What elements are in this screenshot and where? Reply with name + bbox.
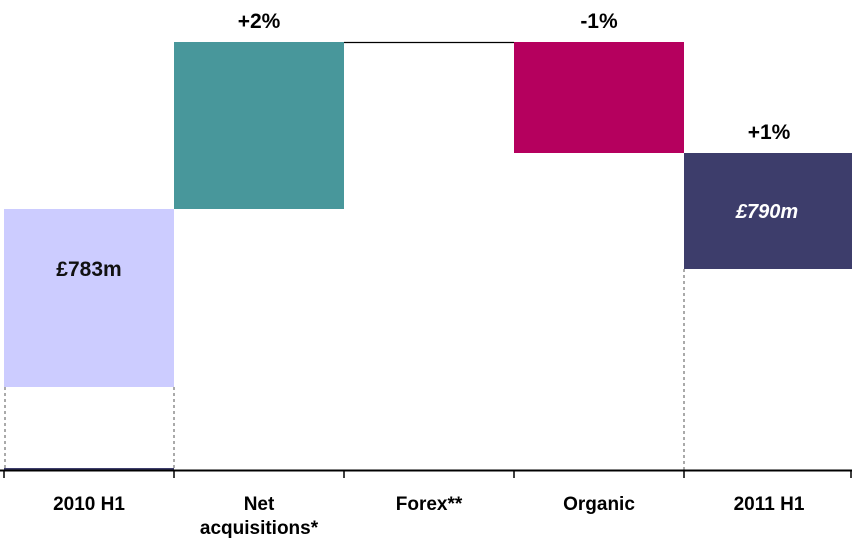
annotation-label-2011-h1: +1% [748,121,791,144]
data-label-organic: -1% [580,10,618,33]
data-label-2010-h1: £783m [56,258,121,281]
tick-label-net-acquisitions-line-1: Net [244,494,275,515]
bar-2011-h1 [684,153,852,269]
tick-label-net-acquisitions-line-2: acquisitions* [200,518,319,539]
tick-label-organic: Organic [563,494,635,515]
data-label-2011-h1: £790m [735,201,798,223]
tick-label-2010-h1: 2010 H1 [53,494,125,515]
tick-label-2011-h1: 2011 H1 [734,494,805,515]
bar-organic [514,42,684,153]
bar-net-acquisitions [174,42,344,209]
tick-label-forex: Forex** [396,494,463,515]
bar-2010-h1 [4,209,174,387]
data-label-net-acquisitions: +2% [238,10,281,33]
